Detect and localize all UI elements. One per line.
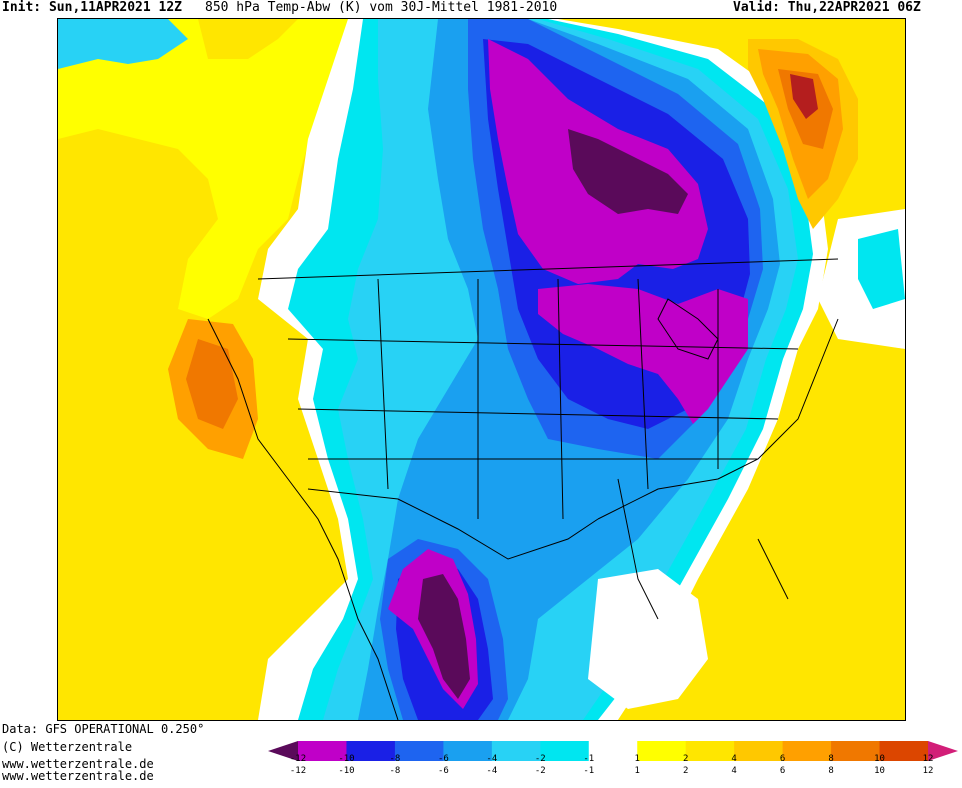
website-url: www.wetterzentrale.de [2, 757, 154, 771]
cold-patch-atlantic [858, 229, 905, 309]
legend-swatch-p6 [782, 741, 832, 761]
border-us-mexico [307, 488, 599, 560]
legend-swatch-m10 [298, 741, 347, 761]
legend-swatch-p1 [637, 741, 687, 761]
legend-tick-bottom: 2 [682, 766, 689, 776]
anomaly-map-svg [58, 19, 905, 720]
warm-plus1-nw [58, 19, 358, 319]
legend-tick-top: 10 [874, 754, 885, 764]
state-line-6 [557, 278, 564, 520]
legend-tick-top: 1 [634, 754, 640, 764]
data-source: Data: GFS OPERATIONAL 0.250° [2, 722, 205, 736]
legend-tick-top: 12 [922, 754, 934, 764]
legend-tick-bottom: -10 [338, 766, 355, 776]
legend-swatch-m6 [394, 741, 444, 761]
legend-tick-bottom: 8 [828, 766, 834, 776]
legend-tick-top: 8 [828, 754, 834, 764]
legend-swatch-m1 [540, 741, 590, 761]
legend-tick-bottom: -2 [534, 766, 546, 776]
legend-tick-bottom: -1 [583, 766, 595, 776]
legend-tick-bottom: 1 [634, 766, 640, 776]
legend-tick-top: -12 [289, 754, 307, 764]
warm-anomaly-ne-max [790, 74, 818, 119]
florida [757, 538, 789, 600]
state-line-2 [297, 408, 779, 420]
anomaly-map [57, 18, 906, 721]
zero-patch-gulf [588, 569, 708, 709]
legend-tick-bottom: 6 [779, 766, 786, 776]
legend-swatch-p10 [879, 741, 929, 761]
cold-minus12-mexico [418, 574, 470, 699]
state-line-7 [637, 278, 649, 490]
legend-tick-bottom: 10 [874, 766, 885, 776]
cold-minus12-canada [568, 129, 688, 214]
geography-lines [207, 258, 839, 720]
legend-tick-bottom: -12 [289, 766, 307, 776]
state-line-4 [377, 278, 389, 490]
legend-swatch-zero [588, 741, 638, 761]
legend-tip-left [268, 741, 298, 761]
legend-tick-top: -10 [338, 754, 355, 764]
copyright: (C) Wetterzentrale [2, 740, 133, 754]
legend-swatch-m4 [443, 741, 493, 761]
color-legend: -12 -10 -8 -6 -4 -2 -1 1 2 4 6 8 10 12 -12 -10 -8 -6 -4 -2… [268, 741, 958, 776]
legend-tick-bottom: 12 [922, 766, 934, 776]
great-lakes [657, 298, 719, 360]
border-us-canada [257, 258, 839, 280]
legend-swatch-p4 [734, 741, 784, 761]
legend-tick-top: 4 [731, 754, 737, 764]
legend-tick-top: -1 [583, 754, 595, 764]
legend-swatch-m8 [346, 741, 396, 761]
legend-tick-bottom: -6 [437, 766, 449, 776]
legend-swatch-p2 [685, 741, 735, 761]
cold-lobe-nw-corner [58, 19, 188, 69]
mexico-coast [617, 478, 659, 620]
legend-tick-top: 6 [779, 754, 786, 764]
legend-bar [268, 741, 958, 761]
legend-tick-bottom: 4 [731, 766, 737, 776]
coastline-west [207, 318, 399, 720]
legend-tick-top: -2 [534, 754, 546, 764]
legend-tick-top: -6 [437, 754, 449, 764]
website-url-2: www.wetterzentrale.de [2, 769, 154, 783]
legend-tick-top: 2 [682, 754, 689, 764]
legend-swatch-m2 [491, 741, 541, 761]
cold-minus10-greatlakes [538, 284, 748, 424]
warm-core-westcoast [186, 339, 238, 429]
legend-tick-top: -8 [389, 754, 401, 764]
legend-swatch-p8 [831, 741, 881, 761]
legend-tick-bottom: -8 [389, 766, 401, 776]
init-label: Init: Sun,11APR2021 12Z [2, 0, 183, 15]
legend-tick-bottom: -4 [486, 766, 498, 776]
state-line-1 [287, 338, 799, 350]
map-title: 850 hPa Temp-Abw (K) vom 30J-Mittel 1981… [205, 0, 558, 15]
legend-tip-right [928, 741, 958, 761]
valid-label: Valid: Thu,22APR2021 06Z [733, 0, 921, 15]
legend-tick-top: -4 [486, 754, 498, 764]
